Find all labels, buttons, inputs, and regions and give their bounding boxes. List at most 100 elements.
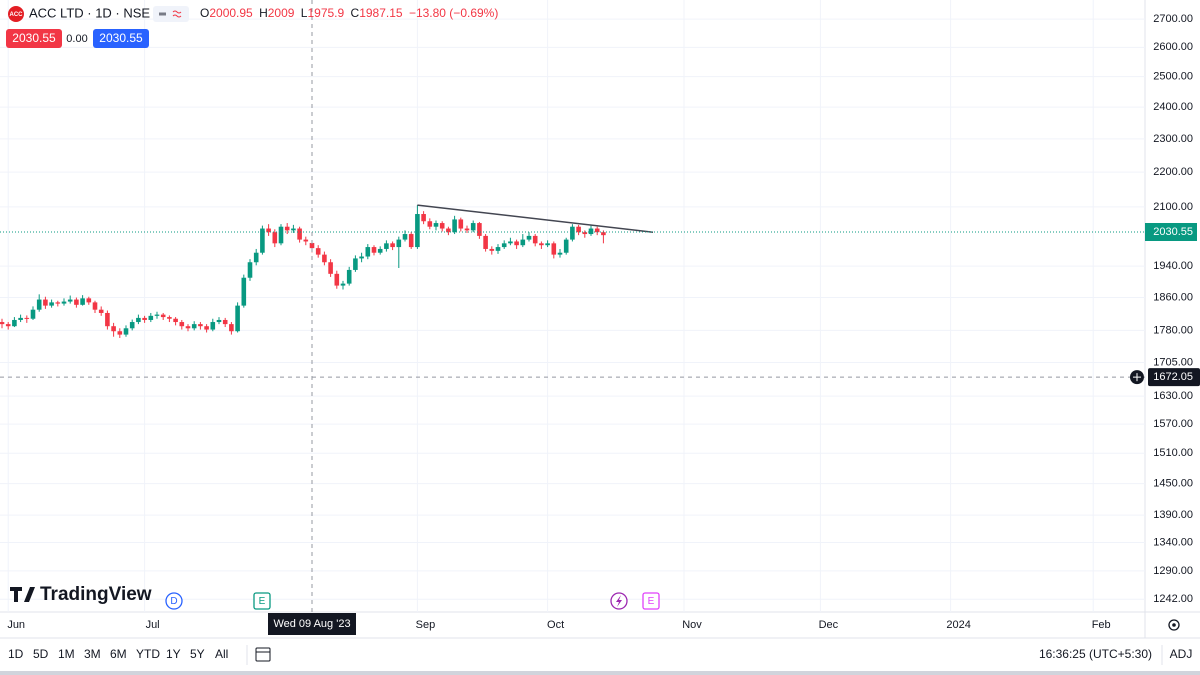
candle-body	[433, 223, 439, 227]
period-button[interactable]: 5Y	[190, 647, 205, 661]
dividend-marker[interactable]	[165, 592, 183, 610]
ohlc-value: 1987.15	[359, 6, 403, 20]
candle-body	[501, 243, 507, 248]
spread: 0.00	[66, 33, 87, 45]
candle-body	[284, 226, 290, 231]
y-tick-label: 1450.00	[1153, 477, 1193, 489]
candle-body	[508, 241, 513, 244]
candle-body	[148, 315, 154, 320]
x-tick-label: Dec	[819, 619, 839, 631]
candle-body	[167, 317, 172, 319]
x-tick-label: Sep	[416, 619, 436, 631]
price-label: 2030.55	[1153, 226, 1193, 238]
settings-icon[interactable]	[1168, 619, 1180, 631]
candle-body	[5, 324, 11, 327]
icon	[1133, 373, 1141, 382]
event-label: E	[259, 596, 266, 607]
trendline	[417, 204, 654, 233]
earnings-marker[interactable]	[642, 592, 660, 610]
candle-body	[315, 248, 321, 255]
candle-body	[36, 299, 42, 310]
candle-body	[421, 214, 426, 222]
candle-body	[272, 232, 278, 244]
candle-body	[30, 309, 36, 319]
y-tick-label: 1510.00	[1153, 447, 1193, 459]
ohlc-legend: O2000.95 H2009 L1975.9 C1987.15 −13.80 (…	[200, 6, 498, 20]
period-button[interactable]: 1M	[58, 647, 75, 661]
candle-body	[111, 326, 116, 332]
candle-body	[92, 302, 98, 310]
y-tick-label: 2100.00	[1153, 201, 1193, 213]
settings-icon	[1172, 623, 1176, 627]
period-button[interactable]: All	[215, 647, 228, 661]
candle-body	[74, 299, 79, 305]
candle-body	[136, 317, 141, 323]
event-label: E	[648, 596, 655, 607]
candle-body	[0, 322, 5, 325]
candle-body	[297, 228, 302, 240]
icon	[172, 10, 182, 18]
candle-body	[210, 322, 216, 330]
period-button[interactable]: 5D	[33, 647, 49, 661]
y-tick-label: 2500.00	[1153, 71, 1193, 83]
candle-body	[365, 247, 371, 257]
x-tick-label: Feb	[1092, 619, 1111, 631]
symbol-title: ACC LTD · 1D · NSE	[29, 5, 150, 20]
candle-body	[266, 228, 271, 233]
sell-button[interactable]	[6, 29, 62, 48]
candle-body	[582, 232, 588, 235]
period-button[interactable]: 1D	[8, 647, 24, 661]
candle-body	[105, 312, 110, 327]
logo-text: ACC	[10, 12, 24, 18]
candle-body	[334, 273, 340, 286]
ohlc-value: 1975.9	[307, 6, 344, 20]
candle-body	[12, 319, 17, 327]
candle-body	[377, 248, 383, 253]
crosshair-price: 1672.05	[1153, 371, 1193, 383]
candle-body	[191, 324, 197, 329]
candle-body	[328, 262, 333, 274]
candle-body	[198, 324, 203, 327]
candle-body	[235, 305, 240, 332]
candle-body	[154, 314, 160, 316]
y-tick-label: 1290.00	[1153, 565, 1193, 577]
earnings-marker[interactable]	[253, 592, 271, 610]
buy-button[interactable]	[93, 29, 149, 48]
candle-body	[142, 317, 147, 320]
candle-body	[539, 243, 544, 246]
candle-body	[551, 243, 557, 255]
candle-body	[576, 226, 581, 233]
change: −13.80 (−0.69%)	[409, 6, 498, 20]
y-tick-label: 1242.00	[1153, 593, 1193, 605]
candle-body	[415, 214, 420, 248]
ohlc-label: H	[259, 6, 268, 20]
y-tick-label: 1390.00	[1153, 509, 1193, 521]
candle-body	[520, 239, 526, 246]
period-button[interactable]: 1Y	[166, 647, 181, 661]
candle-body	[216, 319, 222, 323]
candle-body	[458, 219, 464, 229]
period-button[interactable]: 6M	[110, 647, 127, 661]
candle-body	[260, 228, 265, 253]
x-tick-label: Nov	[682, 619, 702, 631]
date-range-icon[interactable]	[255, 647, 271, 662]
candle-body	[601, 232, 606, 236]
adj-button[interactable]: ADJ	[1170, 647, 1193, 661]
plot	[0, 0, 1145, 612]
crosshair-date-bg	[268, 613, 356, 635]
y-tick-label: 1860.00	[1153, 291, 1193, 303]
clock[interactable]: 16:36:25 (UTC+5:30)	[1039, 647, 1152, 661]
ohlc-value: 2009	[268, 6, 295, 20]
candle-body	[359, 256, 364, 259]
candle-body	[309, 242, 315, 249]
period-button[interactable]: 3M	[84, 647, 101, 661]
y-tick-label: 2600.00	[1153, 41, 1193, 53]
crosshair-price-bg	[1148, 368, 1200, 387]
crosshair-date: Wed 09 Aug '23	[273, 618, 350, 630]
candle-body	[86, 298, 92, 303]
period-button[interactable]: YTD	[136, 647, 160, 661]
header-icons[interactable]	[153, 6, 189, 22]
y-tick-label: 1570.00	[1153, 418, 1193, 430]
candle-body	[123, 328, 129, 335]
